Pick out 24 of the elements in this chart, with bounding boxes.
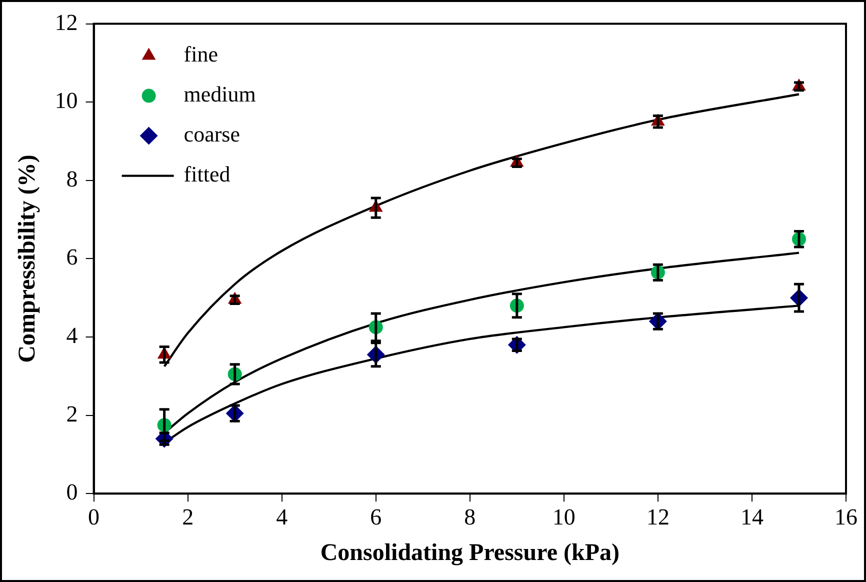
y-axis-title: Compressibility (%): [14, 154, 41, 363]
y-tick-label: 2: [66, 401, 78, 426]
x-tick-label: 2: [182, 504, 194, 530]
legend-label: fitted: [184, 162, 230, 187]
point: [508, 336, 526, 354]
x-tick-label: 6: [370, 504, 382, 530]
x-axis-title: Consolidating Pressure (kPa): [320, 540, 620, 566]
y-tick-label: 10: [54, 88, 78, 114]
x-tick-label: 10: [552, 504, 576, 530]
x-tick-label: 16: [834, 504, 858, 530]
y-tick-label: 8: [66, 166, 78, 192]
legend-label: coarse: [184, 122, 240, 147]
legend-label: medium: [184, 82, 256, 107]
x-tick-label: 0: [88, 504, 100, 530]
y-tick-label: 0: [66, 480, 78, 505]
point: [648, 312, 667, 330]
x-tick-label: 12: [646, 504, 670, 530]
x-tick-label: 14: [740, 504, 764, 530]
x-tick-label: 4: [276, 504, 288, 530]
x-tick-label: 8: [464, 504, 476, 530]
legend-label: fine: [184, 42, 218, 67]
y-tick-label: 4: [66, 323, 78, 348]
y-tick-label: 12: [54, 10, 78, 35]
y-tick-label: 6: [66, 244, 78, 270]
